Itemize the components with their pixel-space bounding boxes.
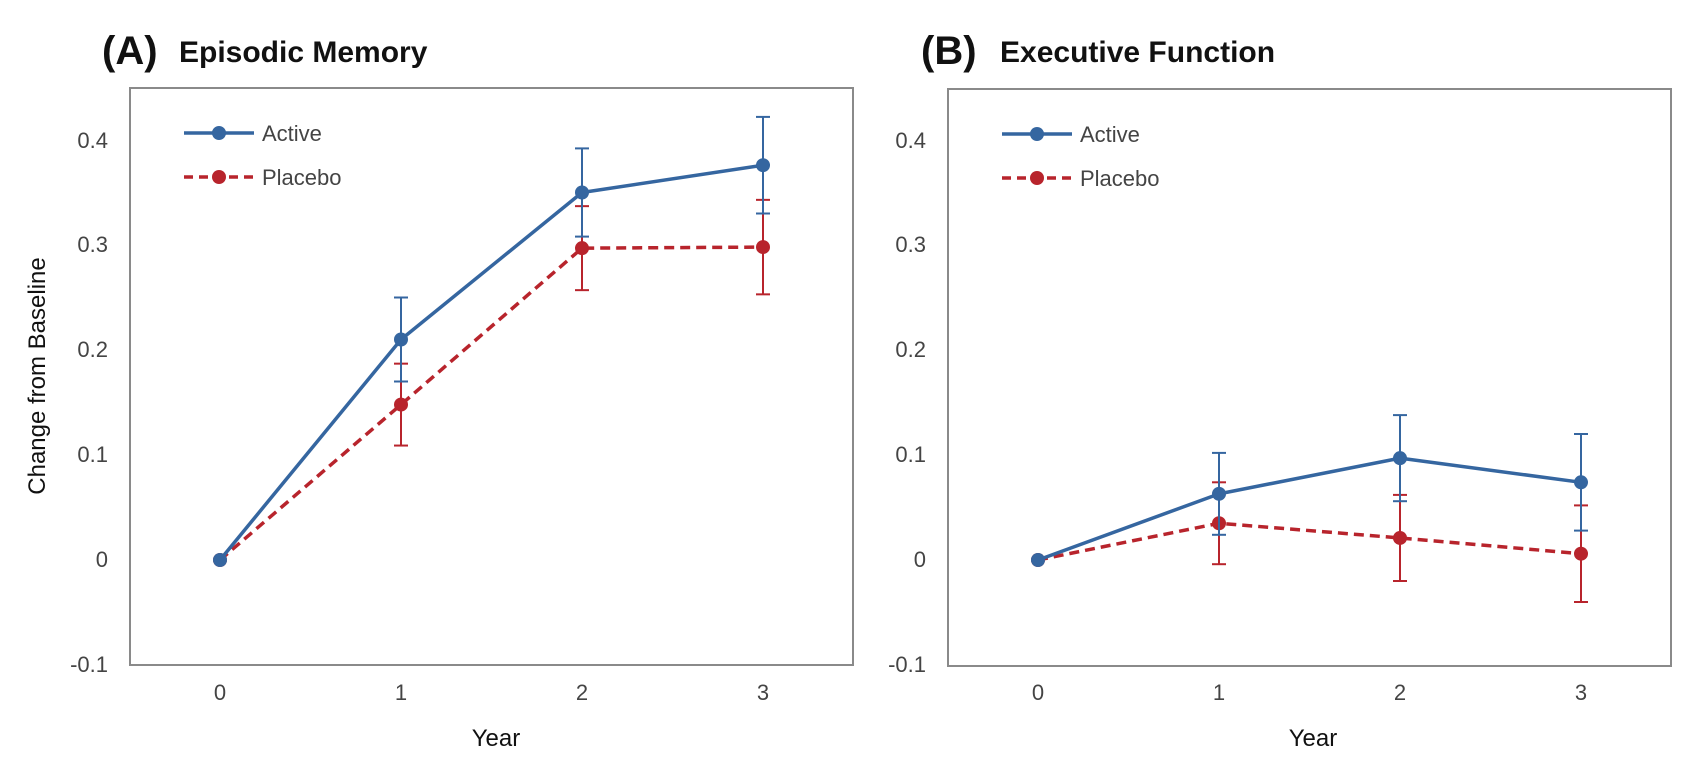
x-tick-label: 0: [1032, 680, 1044, 705]
data-point-active: [213, 553, 227, 567]
series-active: [213, 115, 770, 567]
data-point-placebo: [575, 241, 589, 256]
legend-a: Active Placebo: [184, 121, 342, 190]
data-point-active: [1393, 451, 1407, 466]
y-tick-label: 0: [914, 547, 926, 572]
x-tick-label: 2: [576, 680, 588, 705]
y-tick-label: 0.3: [895, 232, 926, 257]
series-line-active: [1037, 456, 1582, 562]
legend-marker-active: [212, 126, 226, 140]
y-tick-labels-a: -0.1 0 0.1 0.2 0.3 0.4: [70, 128, 108, 677]
legend-label-placebo: Placebo: [1080, 166, 1160, 191]
legend-label-placebo: Placebo: [262, 165, 342, 190]
data-point-placebo: [1574, 546, 1588, 561]
data-point-active: [394, 332, 408, 347]
plot-area-a: [129, 87, 854, 666]
x-axis-title-b: Year: [1289, 725, 1338, 752]
series-layer-b: [1031, 414, 1588, 603]
y-tick-label: 0.4: [895, 128, 926, 153]
x-tick-labels-b: 0 1 2 3: [1032, 680, 1587, 705]
y-tick-label: 0: [96, 547, 108, 572]
legend-label-active: Active: [262, 121, 322, 146]
panel-letter-b: (B): [921, 29, 977, 73]
data-point-active: [1574, 475, 1588, 490]
legend-marker-active: [1030, 127, 1044, 141]
x-tick-label: 0: [214, 680, 226, 705]
x-tick-label: 2: [1394, 680, 1406, 705]
x-tick-label: 1: [1213, 680, 1225, 705]
y-tick-label: 0.1: [895, 442, 926, 467]
panel-episodic-memory: (A) Episodic Memory Change from Baseline…: [24, 29, 854, 752]
series-line-active: [218, 163, 764, 562]
y-tick-label: 0.4: [77, 128, 108, 153]
legend-marker-placebo: [1030, 171, 1044, 185]
data-point-active: [756, 158, 770, 173]
y-tick-label: -0.1: [888, 652, 926, 677]
y-tick-label: 0.2: [895, 337, 926, 362]
y-tick-label: 0.3: [77, 232, 108, 257]
data-point-active: [1212, 486, 1226, 501]
y-tick-label: 0.2: [77, 337, 108, 362]
series-active: [1031, 414, 1588, 567]
series-line-placebo: [218, 245, 764, 562]
x-tick-label: 3: [757, 680, 769, 705]
panel-title-b: Executive Function: [1000, 36, 1275, 69]
legend-label-active: Active: [1080, 122, 1140, 147]
panel-executive-function: (B) Executive Function Year -0.1 0 0.1 0…: [888, 29, 1672, 752]
series-line-placebo: [1037, 521, 1582, 562]
data-point-placebo: [756, 240, 770, 255]
legend-marker-placebo: [212, 170, 226, 184]
x-tick-label: 1: [395, 680, 407, 705]
data-point-active: [575, 185, 589, 200]
series-layer-a: [213, 115, 770, 567]
panel-letter-a: (A): [102, 29, 158, 73]
y-axis-title-a: Change from Baseline: [24, 257, 51, 494]
y-tick-labels-b: -0.1 0 0.1 0.2 0.3 0.4: [888, 128, 926, 677]
data-point-placebo: [1393, 530, 1407, 545]
x-tick-label: 3: [1575, 680, 1587, 705]
y-tick-label: -0.1: [70, 652, 108, 677]
panel-title-a: Episodic Memory: [179, 36, 428, 69]
legend-b: Active Placebo: [1002, 122, 1160, 191]
data-point-placebo: [394, 397, 408, 412]
y-tick-label: 0.1: [77, 442, 108, 467]
x-tick-labels-a: 0 1 2 3: [214, 680, 769, 705]
plot-area-b: [947, 88, 1672, 667]
data-point-active: [1031, 553, 1045, 567]
x-axis-title-a: Year: [472, 725, 521, 752]
